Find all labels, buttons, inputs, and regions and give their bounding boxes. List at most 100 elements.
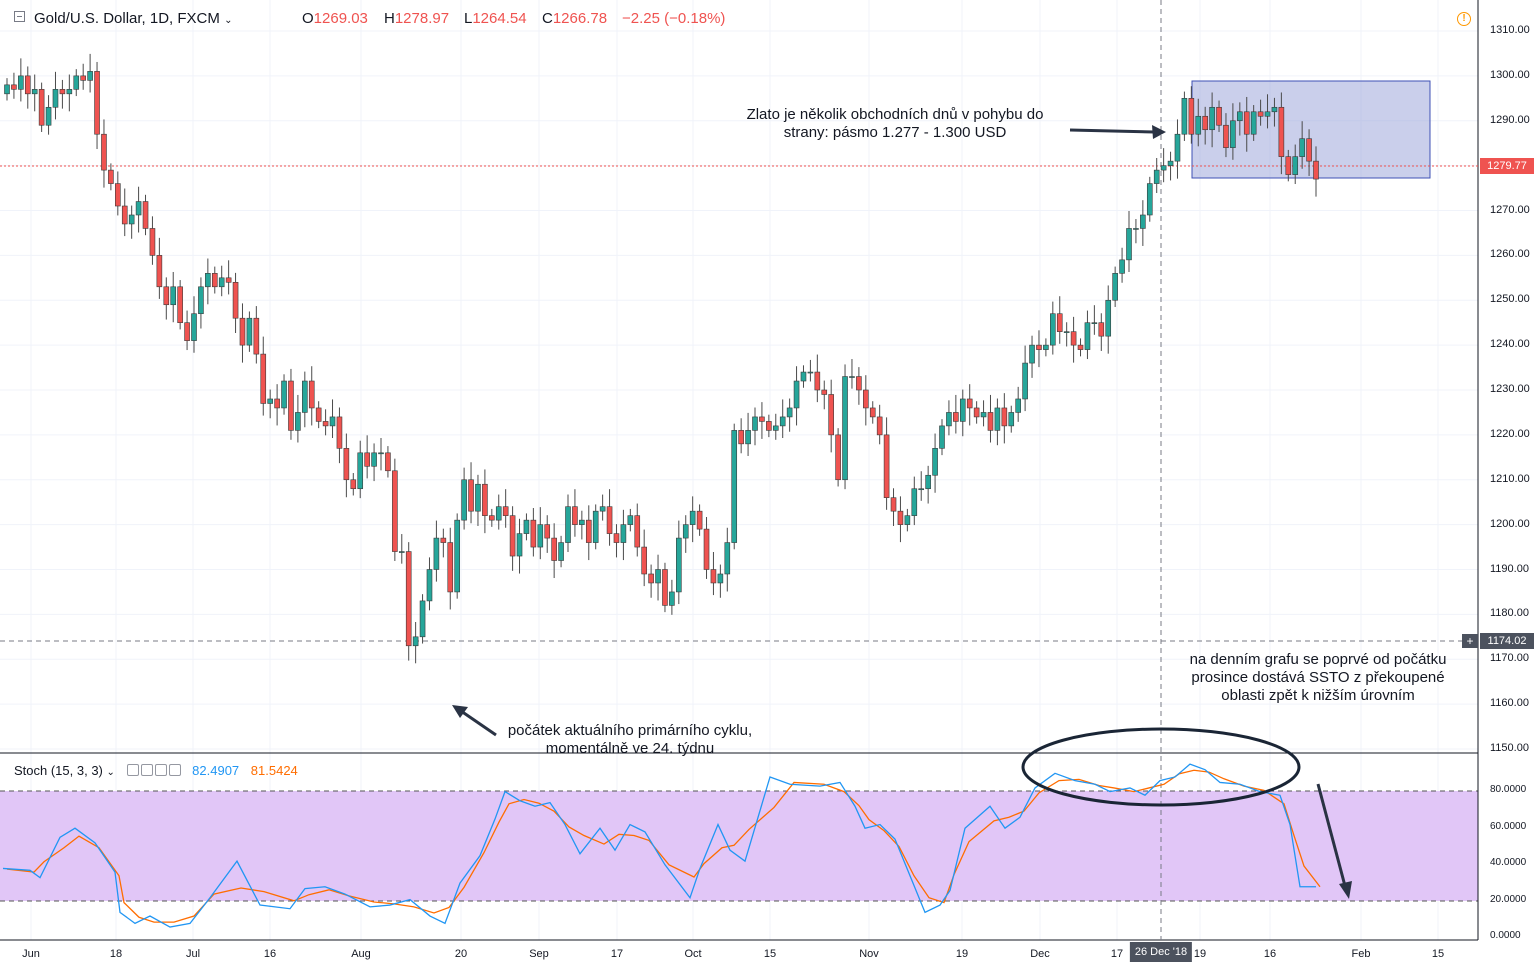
candle[interactable] (1278, 106, 1285, 157)
candle[interactable] (156, 255, 163, 288)
candle[interactable] (516, 533, 523, 557)
candle[interactable] (329, 416, 336, 427)
candle[interactable] (565, 506, 571, 543)
candle[interactable] (211, 273, 218, 288)
candle[interactable] (1216, 106, 1222, 126)
candle[interactable] (253, 317, 260, 355)
candle[interactable] (544, 524, 551, 539)
candle[interactable] (1292, 156, 1299, 175)
candle[interactable] (288, 380, 294, 431)
candle[interactable] (869, 407, 876, 418)
candle[interactable] (45, 106, 52, 126)
candle[interactable] (620, 524, 627, 543)
candle[interactable] (523, 519, 530, 534)
candle[interactable] (405, 551, 412, 647)
candle[interactable] (1195, 115, 1202, 135)
candle[interactable] (502, 506, 509, 516)
candle[interactable] (412, 636, 419, 647)
candle[interactable] (1271, 106, 1278, 113)
candle[interactable] (966, 398, 973, 409)
candle[interactable] (849, 376, 855, 378)
candle[interactable] (170, 286, 177, 306)
candle[interactable] (18, 75, 24, 90)
candle[interactable] (24, 75, 31, 95)
candle[interactable] (696, 510, 703, 530)
candle[interactable] (489, 515, 495, 521)
candle[interactable] (592, 510, 599, 543)
candle[interactable] (814, 371, 821, 391)
candle[interactable] (717, 573, 724, 584)
candle[interactable] (364, 452, 370, 467)
candle[interactable] (572, 506, 578, 525)
candle[interactable] (468, 479, 474, 512)
candle[interactable] (350, 479, 357, 490)
candle[interactable] (1174, 133, 1181, 162)
candle[interactable] (322, 421, 329, 427)
add-alert-plus-icon[interactable]: + (1462, 634, 1478, 648)
candle[interactable] (925, 474, 931, 490)
candle[interactable] (357, 452, 364, 490)
candle[interactable] (308, 380, 315, 409)
candle[interactable] (1188, 98, 1195, 135)
candle[interactable] (392, 470, 398, 552)
candle[interactable] (94, 71, 100, 135)
cycle-annotation[interactable]: počátek aktuálního primárního cyklu, mom… (480, 722, 780, 758)
candle[interactable] (627, 515, 634, 525)
candle[interactable] (101, 133, 107, 171)
candle[interactable] (959, 398, 966, 422)
alert-circle-icon[interactable]: ! (1457, 12, 1471, 26)
candle[interactable] (759, 416, 765, 422)
candle[interactable] (198, 286, 204, 315)
candle[interactable] (246, 317, 253, 346)
candle[interactable] (1264, 111, 1271, 117)
candle[interactable] (1167, 160, 1174, 166)
candle[interactable] (426, 569, 433, 602)
candle[interactable] (835, 434, 841, 481)
candle[interactable] (1181, 98, 1188, 135)
candle[interactable] (108, 169, 114, 184)
candle[interactable] (772, 425, 779, 431)
candle[interactable] (135, 201, 142, 216)
candle[interactable] (530, 519, 537, 548)
candle[interactable] (932, 448, 938, 476)
candle[interactable] (267, 398, 273, 404)
candle[interactable] (1126, 228, 1132, 261)
candle[interactable] (433, 537, 440, 570)
candle[interactable] (475, 483, 481, 512)
candle[interactable] (73, 75, 80, 90)
candle[interactable] (876, 416, 883, 436)
candle[interactable] (191, 313, 197, 341)
candle[interactable] (1160, 165, 1167, 171)
candle[interactable] (115, 183, 121, 207)
candle[interactable] (38, 89, 45, 126)
candle[interactable] (4, 84, 10, 95)
candle[interactable] (842, 376, 848, 481)
candle[interactable] (1050, 313, 1056, 346)
candle[interactable] (1230, 120, 1236, 148)
candle[interactable] (66, 89, 73, 95)
candle[interactable] (655, 569, 661, 584)
candle[interactable] (447, 542, 454, 593)
candle[interactable] (682, 524, 689, 539)
candle[interactable] (1070, 331, 1077, 346)
candle[interactable] (378, 452, 384, 455)
candle[interactable] (946, 412, 952, 427)
candle[interactable] (689, 510, 696, 525)
candle[interactable] (1153, 169, 1160, 184)
close-icon[interactable] (168, 764, 181, 776)
range-annotation[interactable]: Zlato je několik obchodních dnů v pohybu… (700, 106, 1090, 142)
candle[interactable] (579, 519, 585, 525)
candle[interactable] (863, 389, 869, 409)
candle[interactable] (87, 71, 93, 81)
candle[interactable] (184, 322, 190, 341)
candle[interactable] (11, 84, 17, 90)
candle[interactable] (766, 421, 772, 431)
candle[interactable] (745, 430, 751, 445)
candle[interactable] (1022, 362, 1028, 400)
candle[interactable] (232, 281, 239, 319)
candle[interactable] (1250, 111, 1257, 135)
candle[interactable] (225, 277, 232, 283)
more-icon[interactable] (154, 764, 167, 776)
candle[interactable] (793, 380, 800, 409)
candle[interactable] (634, 515, 641, 548)
